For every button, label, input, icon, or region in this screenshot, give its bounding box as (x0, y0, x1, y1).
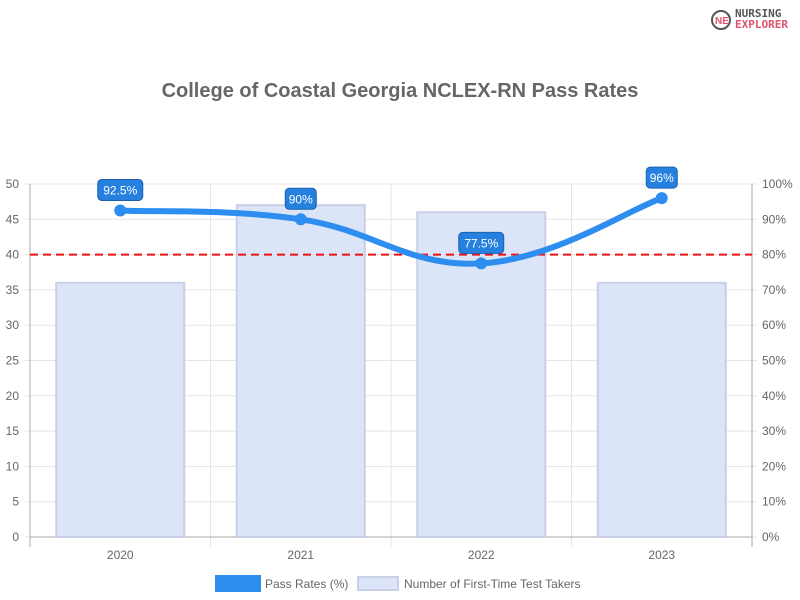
bar-2021 (235, 204, 366, 538)
x-tick-label: 2022 (468, 548, 495, 562)
data-label-box (97, 178, 144, 201)
bar-2020 (55, 281, 186, 538)
legend-swatch-test-takers (357, 576, 399, 591)
right-tick-label: 80% (762, 248, 786, 262)
left-tick-label: 50 (6, 177, 20, 191)
data-label: 90% (289, 192, 313, 206)
legend-label: Pass Rates (%) (265, 577, 348, 591)
logo-line1: NURSING (735, 7, 782, 20)
bar-2023 (596, 281, 727, 538)
left-tick-label: 25 (6, 354, 20, 368)
legend-label: Number of First-Time Test Takers (404, 577, 580, 591)
chart-title: College of Coastal Georgia NCLEX-RN Pass… (161, 80, 639, 102)
right-tick-label: 30% (762, 424, 786, 438)
right-tick-label: 90% (762, 212, 786, 226)
right-tick-label: 100% (762, 177, 793, 191)
pass-rate-point-2020 (114, 204, 127, 217)
x-tick-label: 2023 (648, 548, 675, 562)
data-label: 92.5% (103, 183, 137, 197)
right-tick-label: 50% (762, 354, 786, 368)
data-label-box (284, 187, 317, 210)
logo-line2: EXPLORER (735, 18, 788, 31)
data-label-box (458, 231, 505, 254)
svg-text:NE: NE (715, 16, 729, 27)
data-label-box (645, 166, 678, 189)
left-tick-label: 40 (6, 248, 20, 262)
right-tick-label: 60% (762, 318, 786, 332)
logo-icon: NE (711, 10, 731, 30)
right-tick-label: 20% (762, 459, 786, 473)
pass-rate-line (120, 195, 663, 267)
pass-rate-point-2021 (294, 213, 307, 226)
data-label: 96% (650, 171, 674, 185)
left-tick-label: 35 (6, 283, 20, 297)
legend-swatch-pass-rates (215, 575, 261, 592)
right-tick-label: 10% (762, 495, 786, 509)
x-tick-label: 2020 (107, 548, 134, 562)
right-tick-label: 40% (762, 389, 786, 403)
nursing-explorer-logo: NE NURSING EXPLORER (710, 8, 788, 30)
pass-rate-point-2022 (475, 257, 488, 270)
left-tick-label: 30 (6, 318, 20, 332)
left-tick-label: 45 (6, 212, 20, 226)
pass-rate-point-2023 (655, 192, 668, 205)
left-tick-label: 0 (12, 530, 19, 544)
left-tick-label: 10 (6, 459, 20, 473)
data-label: 77.5% (464, 236, 498, 250)
right-tick-label: 0% (762, 530, 780, 544)
right-tick-label: 70% (762, 283, 786, 297)
left-tick-label: 20 (6, 389, 20, 403)
left-tick-label: 15 (6, 424, 20, 438)
left-tick-label: 5 (12, 495, 19, 509)
x-tick-label: 2021 (287, 548, 314, 562)
